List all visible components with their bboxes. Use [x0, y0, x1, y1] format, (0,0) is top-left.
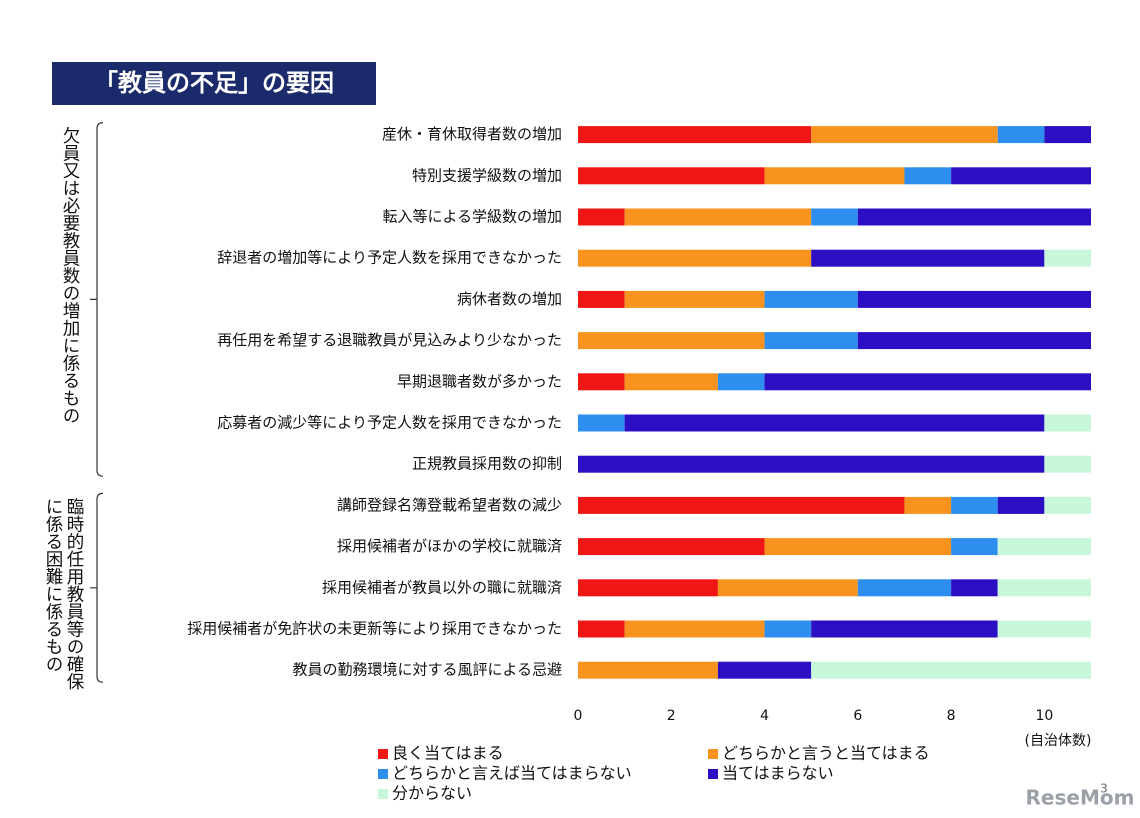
group-label: に係る困難に係るもの — [43, 497, 63, 672]
bar-segment — [578, 167, 765, 185]
bar-segment — [624, 620, 765, 638]
category-label: 正規教員採用数の抑制 — [412, 455, 562, 473]
bar-segment — [717, 373, 765, 391]
x-tick-label: 10 — [1035, 708, 1053, 724]
bar-segment — [811, 661, 1091, 679]
legend-label: 分からない — [392, 784, 472, 803]
watermark: ReseMom — [1026, 786, 1135, 810]
x-unit-label: (自治体数) — [1025, 733, 1092, 749]
bar-segment — [717, 579, 858, 597]
x-tick-label: 2 — [667, 708, 676, 724]
bar-segment — [997, 496, 1045, 514]
category-label: 病休者数の増加 — [457, 290, 562, 308]
bar-segment — [857, 332, 1091, 350]
bar-segment — [764, 620, 812, 638]
bar-segment — [578, 249, 812, 267]
legend-swatch — [378, 789, 388, 799]
bar-segment — [951, 167, 1091, 185]
category-label: 教員の勤務環境に対する風評による忌避 — [292, 661, 562, 679]
group-bracket — [90, 122, 104, 477]
bar-segment — [578, 126, 812, 144]
x-tick-label: 8 — [947, 708, 956, 724]
legend-swatch — [708, 769, 718, 779]
bar-segment — [857, 290, 1091, 308]
bar-segment — [811, 126, 998, 144]
group-label: 臨時的任用教員等の確保 — [64, 497, 84, 690]
bar-segment — [578, 414, 625, 432]
legend-label: どちらかと言うと当てはまる — [722, 744, 930, 763]
legend-swatch — [708, 749, 718, 759]
bar-segment — [904, 167, 952, 185]
bar-segment — [764, 167, 905, 185]
bar-segment — [624, 208, 812, 226]
category-label: 特別支援学級数の増加 — [412, 166, 562, 184]
bar-segment — [578, 496, 905, 514]
bar-segment — [811, 249, 1045, 267]
category-label: 採用候補者が教員以外の職に就職済 — [322, 578, 562, 596]
bar-segment — [811, 620, 998, 638]
bar-segment — [717, 661, 812, 679]
bar-segment — [624, 414, 1045, 432]
bar-segment — [764, 332, 858, 350]
category-label: 産休・育休取得者数の増加 — [382, 125, 562, 143]
bar-segment — [578, 208, 625, 226]
bar-segment — [578, 373, 625, 391]
bar-segment — [904, 496, 952, 514]
bar-segment — [578, 455, 1045, 473]
bar-segment — [624, 290, 765, 308]
x-tick-label: 4 — [760, 708, 769, 724]
bar-segment — [951, 496, 998, 514]
legend-swatch — [378, 749, 388, 759]
group-label: 欠員又は必要教員数の増加に係るもの — [60, 127, 80, 425]
bar-segment — [578, 332, 765, 350]
chart-title: 「教員の不足」の要因 — [94, 69, 334, 97]
category-label: 転入等による学級数の増加 — [382, 208, 562, 226]
category-label: 早期退職者数が多かった — [397, 372, 562, 390]
bar-segment — [1044, 414, 1091, 432]
category-label: 再任用を希望する退職教員が見込みより少なかった — [217, 331, 562, 349]
title-box — [52, 62, 376, 105]
bar-segment — [1044, 249, 1091, 267]
bar-segment — [764, 373, 1091, 391]
bar-segment — [811, 208, 858, 226]
category-label: 辞退者の増加等により予定人数を採用できなかった — [217, 249, 562, 267]
legend-swatch — [378, 769, 388, 779]
bar-segment — [1044, 126, 1091, 144]
category-label: 応募者の減少等により予定人数を採用できなかった — [217, 414, 562, 432]
legend-label: 良く当てはまる — [392, 744, 504, 763]
category-label: 採用候補者がほかの学校に就職済 — [337, 537, 562, 555]
category-label: 講師登録名簿登載希望者数の減少 — [337, 496, 562, 514]
legend-label: 当てはまらない — [722, 764, 834, 783]
bar-segment — [1044, 496, 1091, 514]
bar-segment — [857, 579, 952, 597]
bar-segment — [764, 290, 858, 308]
bar-segment — [578, 620, 625, 638]
bar-segment — [578, 661, 718, 679]
bar-segment — [997, 620, 1091, 638]
bar-segment — [578, 290, 625, 308]
bar-segment — [997, 579, 1091, 597]
x-tick-label: 0 — [574, 708, 583, 724]
bar-segment — [578, 538, 765, 556]
group-bracket — [90, 492, 104, 683]
bar-segment — [764, 538, 952, 556]
category-label: 採用候補者が免許状の未更新等により採用できなかった — [187, 620, 562, 638]
page-number: 3 — [1100, 782, 1108, 796]
x-tick-label: 6 — [853, 708, 862, 724]
bar-segment — [1044, 455, 1091, 473]
bar-segment — [997, 538, 1091, 556]
bar-segment — [951, 579, 998, 597]
legend-label: どちらかと言えば当てはまらない — [392, 764, 632, 783]
bar-segment — [951, 538, 998, 556]
bar-segment — [857, 208, 1091, 226]
bar-segment — [997, 126, 1045, 144]
bar-segment — [624, 373, 718, 391]
bar-segment — [578, 579, 718, 597]
